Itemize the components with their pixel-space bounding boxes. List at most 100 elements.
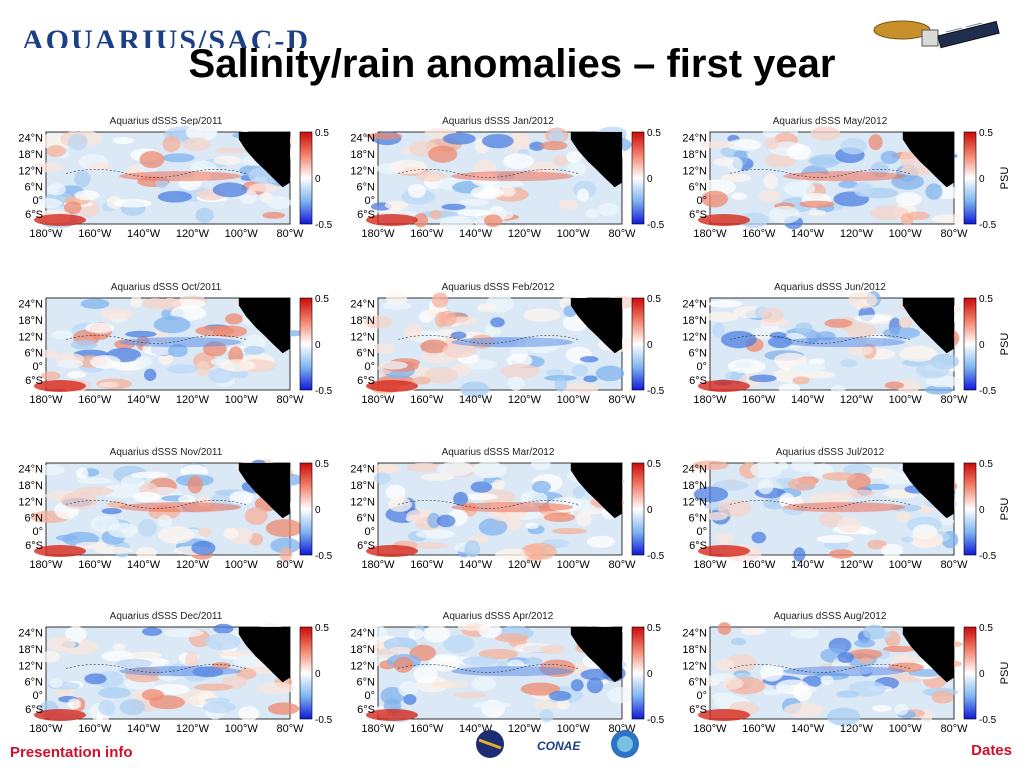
lat-tick-label: 6°S [357,704,375,716]
lon-tick-label: 140°W [791,723,825,735]
lat-tick-label: 24°N [682,299,707,311]
lat-tick-label: 24°N [682,628,707,640]
lat-tick-label: 12°N [350,332,375,344]
lon-tick-label: 160°W [78,228,112,240]
lon-tick-label: 180°W [29,228,63,240]
aquarius-sacd-logo: AQUARIUS/SAC-D [22,26,311,48]
lon-tick-label: 120°W [840,723,874,735]
lon-tick-label: 120°W [176,723,210,735]
colorbar-tick-label: -0.5 [979,386,997,397]
lon-tick-label: 80°W [940,723,968,735]
lat-tick-label: 24°N [350,133,375,145]
anomaly-panel: Aquarius dSSS Jan/2012 24°N 18°N 12°N 6°N 0° 6… [350,116,664,240]
lat-tick-label: 6°N [357,676,376,688]
colorbar [299,462,313,556]
lon-tick-label: 100°W [557,394,591,406]
colorbar [631,131,645,225]
lon-tick-label: 160°W [78,559,112,571]
dates-footer: Dates [971,742,1012,759]
lon-tick-label: 140°W [127,394,161,406]
lon-tick-label: 140°W [791,228,825,240]
lat-tick-label: 18°N [682,644,707,656]
lon-tick-label: 100°W [225,559,259,571]
lon-tick-label: 120°W [840,559,874,571]
colorbar-tick-label: 0.5 [647,623,661,634]
lon-tick-label: 140°W [459,228,493,240]
lat-tick-label: 18°N [350,644,375,656]
lat-tick-label: 6°N [689,676,708,688]
colorbar [963,131,977,225]
lat-tick-label: 0° [364,195,375,207]
lon-tick-label: 80°W [276,559,304,571]
lon-tick-label: 140°W [791,394,825,406]
colorbar [631,297,645,391]
colorbar [299,626,313,720]
lon-tick-label: 100°W [889,394,923,406]
lat-tick-label: 12°N [18,166,43,178]
colorbar-unit-label: PSU [999,662,1011,685]
colorbar-tick-label: 0.5 [647,128,661,139]
lon-tick-label: 160°W [410,559,444,571]
colorbar-tick-label: -0.5 [979,220,997,231]
lon-tick-label: 80°W [940,228,968,240]
lat-tick-label: 0° [364,690,375,702]
lat-tick-label: 0° [696,195,707,207]
lat-tick-label: 18°N [682,149,707,161]
lat-tick-label: 6°S [689,209,707,221]
lon-tick-label: 160°W [410,723,444,735]
lat-tick-label: 0° [696,690,707,702]
partner-logos: CONAE [476,730,639,758]
lon-tick-label: 160°W [742,723,776,735]
anomaly-panel: Aquarius dSSS Jun/2012 24°N 18°N 12°N 6°N 0° 6… [682,282,1011,406]
lat-tick-label: 12°N [682,497,707,509]
lat-tick-label: 6°S [357,209,375,221]
colorbar-tick-label: 0.5 [979,623,993,634]
lon-tick-label: 180°W [693,228,727,240]
colorbar [963,462,977,556]
lat-tick-label: 24°N [682,133,707,145]
anomaly-panel: Aquarius dSSS Feb/2012 24°N 18°N 12°N 6°N 0° 6… [350,282,664,406]
colorbar-tick-label: -0.5 [647,551,665,562]
lon-tick-label: 180°W [361,559,395,571]
presentation-info-footer: Presentation info [10,744,133,761]
lat-tick-label: 6°N [25,676,44,688]
lon-tick-label: 160°W [410,394,444,406]
lon-tick-label: 180°W [693,723,727,735]
lat-tick-label: 0° [364,361,375,373]
colorbar-tick-label: 0.5 [315,294,329,305]
lat-tick-label: 24°N [18,133,43,145]
lat-tick-label: 0° [696,526,707,538]
colorbar-unit-label: PSU [999,333,1011,356]
colorbar-tick-label: 0.5 [979,294,993,305]
lat-tick-label: 24°N [350,464,375,476]
lon-tick-label: 120°W [176,228,210,240]
colorbar-tick-label: -0.5 [315,220,333,231]
lon-tick-label: 180°W [361,228,395,240]
lon-tick-label: 120°W [840,228,874,240]
lon-tick-label: 180°W [29,559,63,571]
lon-tick-label: 160°W [742,394,776,406]
anomaly-panel: Aquarius dSSS Oct/2011 24°N 18°N 12°N 6°N 0° 6… [18,282,332,406]
anomaly-panel: Aquarius dSSS Sep/2011 24°N 18°N 12°N 6°N 0° 6… [18,116,332,240]
panel-title: Aquarius dSSS Aug/2012 [774,611,887,622]
lat-tick-label: 6°S [689,704,707,716]
lat-tick-label: 18°N [18,480,43,492]
lat-tick-label: 6°N [25,512,44,524]
lat-tick-label: 12°N [350,661,375,673]
lat-tick-label: 18°N [18,315,43,327]
lon-tick-label: 80°W [276,394,304,406]
lon-tick-label: 120°W [176,394,210,406]
lat-tick-label: 24°N [18,299,43,311]
lat-tick-label: 0° [32,690,43,702]
lon-tick-label: 80°W [276,228,304,240]
colorbar [631,462,645,556]
lat-tick-label: 18°N [350,315,375,327]
panel-title: Aquarius dSSS Oct/2011 [111,282,222,293]
colorbar-tick-label: 0 [315,669,321,680]
colorbar-unit-label: PSU [999,498,1011,521]
panel-title: Aquarius dSSS Jan/2012 [442,116,554,127]
colorbar [963,297,977,391]
lat-tick-label: 6°S [25,209,43,221]
lat-tick-label: 6°S [357,540,375,552]
